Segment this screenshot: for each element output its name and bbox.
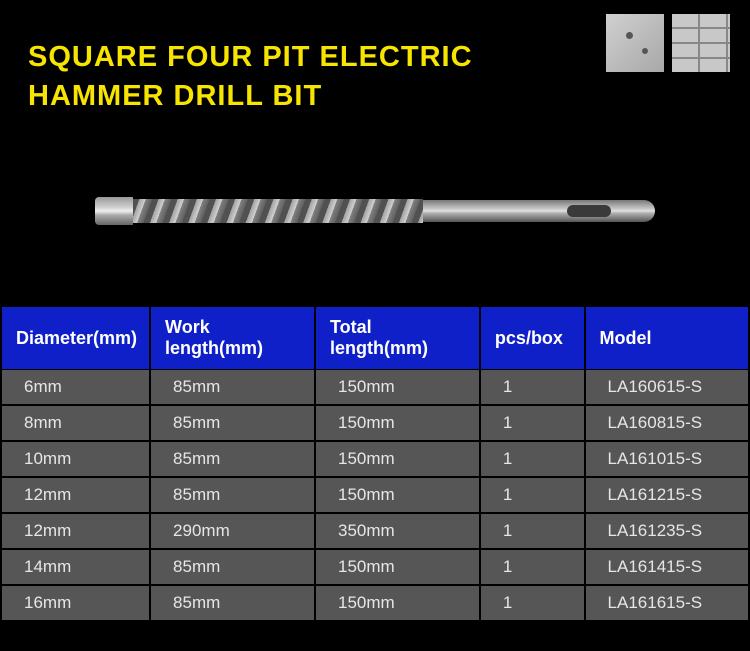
- product-image: [0, 116, 750, 306]
- table-cell: 6mm: [2, 370, 149, 405]
- table-cell: 14mm: [2, 550, 149, 585]
- table-cell: LA161615-S: [586, 586, 748, 621]
- table-cell: 85mm: [151, 406, 314, 441]
- table-cell: LA161015-S: [586, 442, 748, 477]
- spec-table: Diameter(mm)Work length(mm)Total length(…: [0, 306, 750, 622]
- column-header: Diameter(mm): [2, 307, 149, 369]
- table-cell: 150mm: [316, 442, 479, 477]
- column-header: Work length(mm): [151, 307, 314, 369]
- table-cell: 85mm: [151, 478, 314, 513]
- table-row: 6mm85mm150mm1LA160615-S: [2, 370, 748, 405]
- table-cell: 1: [481, 514, 584, 549]
- table-cell: 85mm: [151, 370, 314, 405]
- table-row: 8mm85mm150mm1LA160815-S: [2, 406, 748, 441]
- table-cell: LA160615-S: [586, 370, 748, 405]
- header: SQUARE FOUR PIT ELECTRICHAMMER DRILL BIT: [0, 0, 750, 116]
- table-cell: 8mm: [2, 406, 149, 441]
- table-cell: 12mm: [2, 514, 149, 549]
- table-row: 10mm85mm150mm1LA161015-S: [2, 442, 748, 477]
- table-cell: 1: [481, 442, 584, 477]
- table-cell: LA161415-S: [586, 550, 748, 585]
- table-row: 12mm290mm350mm1LA161235-S: [2, 514, 748, 549]
- table-cell: 85mm: [151, 550, 314, 585]
- table-cell: 1: [481, 586, 584, 621]
- table-cell: 12mm: [2, 478, 149, 513]
- table-row: 12mm85mm150mm1LA161215-S: [2, 478, 748, 513]
- table-cell: 150mm: [316, 550, 479, 585]
- table-cell: 10mm: [2, 442, 149, 477]
- table-cell: 1: [481, 406, 584, 441]
- table-cell: 150mm: [316, 478, 479, 513]
- table-cell: 290mm: [151, 514, 314, 549]
- table-body: 6mm85mm150mm1LA160615-S8mm85mm150mm1LA16…: [2, 370, 748, 621]
- table-cell: 150mm: [316, 370, 479, 405]
- table-cell: 1: [481, 478, 584, 513]
- material-icons-group: [606, 14, 730, 72]
- table-cell: 85mm: [151, 442, 314, 477]
- table-cell: 150mm: [316, 586, 479, 621]
- drill-bit-illustration: [95, 187, 655, 235]
- column-header: Model: [586, 307, 748, 369]
- table-row: 14mm85mm150mm1LA161415-S: [2, 550, 748, 585]
- table-cell: 350mm: [316, 514, 479, 549]
- table-cell: 85mm: [151, 586, 314, 621]
- column-header: Total length(mm): [316, 307, 479, 369]
- table-cell: 1: [481, 550, 584, 585]
- brick-icon: [672, 14, 730, 72]
- column-header: pcs/box: [481, 307, 584, 369]
- table-cell: 1: [481, 370, 584, 405]
- table-cell: LA161215-S: [586, 478, 748, 513]
- table-row: 16mm85mm150mm1LA161615-S: [2, 586, 748, 621]
- table-cell: 16mm: [2, 586, 149, 621]
- table-cell: 150mm: [316, 406, 479, 441]
- table-cell: LA160815-S: [586, 406, 748, 441]
- table-cell: LA161235-S: [586, 514, 748, 549]
- table-header: Diameter(mm)Work length(mm)Total length(…: [2, 307, 748, 369]
- concrete-icon: [606, 14, 664, 72]
